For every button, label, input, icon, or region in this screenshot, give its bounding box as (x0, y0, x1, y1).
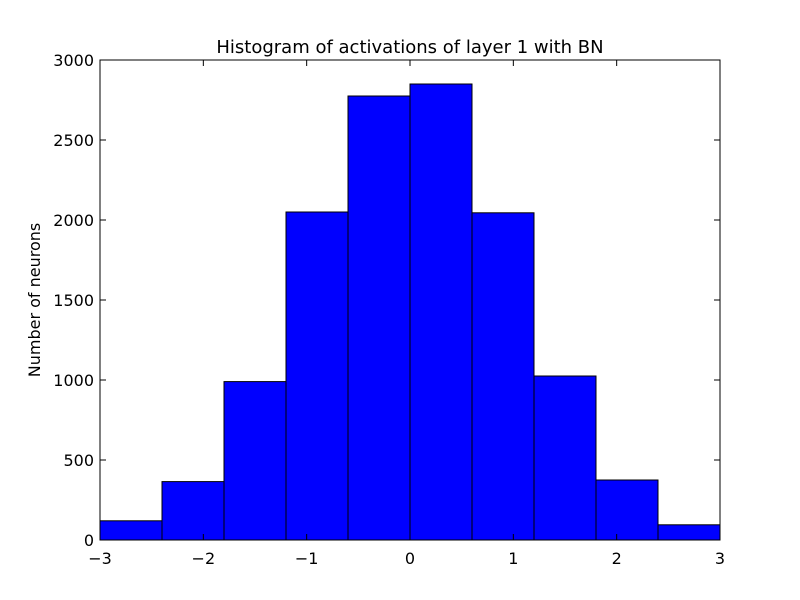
y-tick-label: 1500 (53, 291, 94, 310)
y-axis-ticks: 0 500 1000 1500 2000 2500 3000 (53, 51, 720, 550)
x-tick-label: 2 (612, 549, 622, 568)
x-tick-label: −1 (295, 549, 319, 568)
histogram-bar (533, 375, 597, 541)
x-tick-label: −3 (88, 549, 112, 568)
y-tick-label: 2500 (53, 131, 94, 150)
histogram-bar (285, 211, 349, 541)
histogram-bar (409, 83, 473, 541)
histogram-bar (347, 95, 411, 541)
histogram-bar (657, 524, 721, 541)
y-tick-label: 3000 (53, 51, 94, 70)
y-tick-label: 500 (63, 451, 94, 470)
chart-title: Histogram of activations of layer 1 with… (216, 37, 603, 58)
x-tick-label: −2 (192, 549, 216, 568)
y-tick-label: 0 (84, 531, 94, 550)
x-tick-label: 1 (508, 549, 518, 568)
x-tick-label: 0 (405, 549, 415, 568)
x-tick-label: 3 (715, 549, 725, 568)
y-tick-label: 1000 (53, 371, 94, 390)
y-axis-label: Number of neurons (25, 223, 44, 377)
x-axis-ticks: −3 −2 −1 0 1 2 3 (88, 60, 725, 568)
histogram-bar (161, 481, 225, 541)
histogram-bar (471, 212, 535, 541)
y-tick-label: 2000 (53, 211, 94, 230)
histogram-bar (223, 381, 287, 541)
bars-group (99, 83, 721, 541)
histogram-bar (99, 520, 163, 541)
histogram-bar (595, 479, 659, 541)
